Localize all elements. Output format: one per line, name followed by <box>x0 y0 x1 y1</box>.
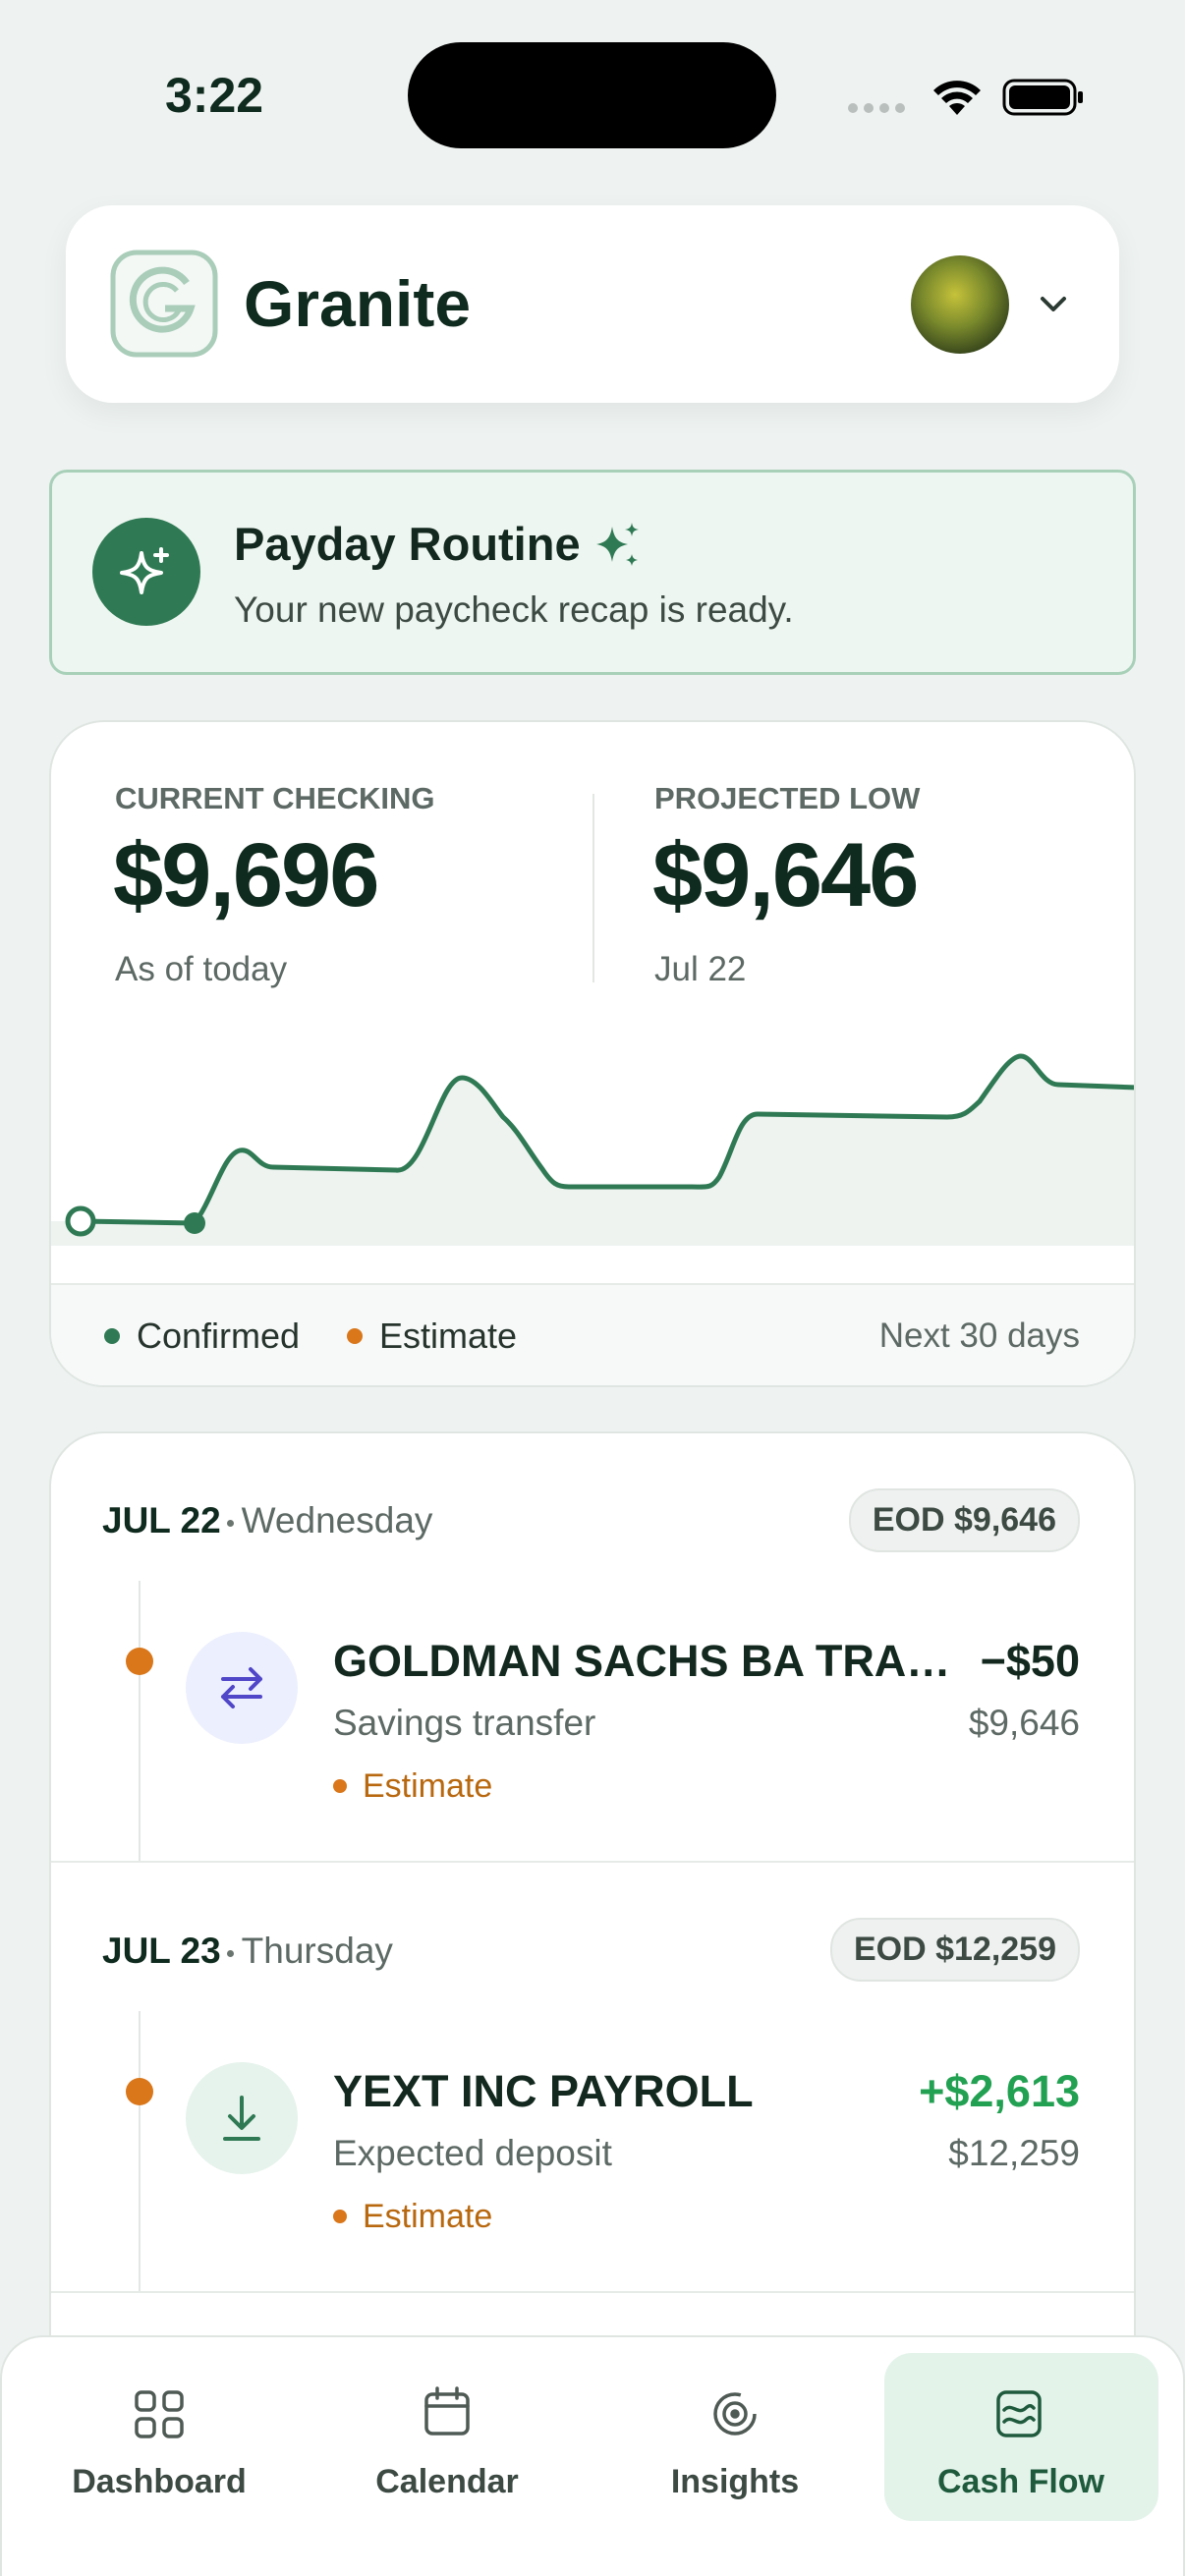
status-icons <box>848 79 1083 116</box>
legend-dot-confirmed <box>104 1328 120 1344</box>
transaction-balance: $9,646 <box>968 1703 1080 1743</box>
balance-note: As of today <box>115 950 288 988</box>
balance-sparkline <box>51 1053 1134 1246</box>
tab-label[interactable]: Calendar <box>375 2463 519 2500</box>
legend-range: Next 30 days <box>878 1316 1080 1355</box>
legend-bar <box>51 1283 1134 1385</box>
transaction-name[interactable]: GOLDMAN SACHS BA TRA… <box>333 1636 951 1686</box>
banner-subtitle: Your new paycheck recap is ready. <box>234 589 794 630</box>
timeline <box>139 1581 141 1862</box>
day-header: JUL 23 Thursday <box>102 1932 393 1969</box>
eod-pill: EOD $9,646 <box>848 1488 1080 1552</box>
day-weekday: Thursday <box>241 1931 393 1971</box>
transaction-subtitle: Expected deposit <box>333 2133 612 2173</box>
eod-pill: EOD $12,259 <box>829 1918 1080 1982</box>
row-divider <box>51 1861 1134 1863</box>
status-time: 3:22 <box>165 68 264 123</box>
balance-amount: $9,646 <box>652 825 919 925</box>
tab-label[interactable]: Dashboard <box>72 2463 247 2500</box>
tab-icons <box>135 2386 1042 2438</box>
brand-name: Granite <box>244 267 472 340</box>
day-header: JUL 22 Wednesday <box>102 1502 432 1539</box>
transfer-icon <box>186 1632 298 1744</box>
balance-label: PROJECTED LOW <box>654 781 921 815</box>
logo <box>110 250 218 358</box>
transaction-amount: −$50 <box>980 1636 1080 1686</box>
transaction-status: Estimate <box>363 1767 493 1805</box>
day-date: JUL 22 <box>102 1500 221 1540</box>
balance-amount: $9,696 <box>113 825 379 925</box>
legend-item: Confirmed <box>137 1316 301 1356</box>
timeline-dot <box>126 1648 153 1675</box>
banner-title: Payday Routine <box>234 518 581 570</box>
day-date: JUL 23 <box>102 1931 221 1971</box>
timeline <box>139 2011 141 2292</box>
transaction-name[interactable]: YEXT INC PAYROLL <box>333 2066 754 2116</box>
separator-dot <box>226 1519 234 1527</box>
day-weekday: Wednesday <box>241 1500 433 1540</box>
balance-note: Jul 22 <box>654 950 747 988</box>
payday-banner[interactable] <box>49 470 1136 675</box>
sparkle-icon <box>596 523 639 566</box>
transaction-subtitle: Savings transfer <box>333 1703 596 1743</box>
account-switcher[interactable] <box>909 253 1086 356</box>
timeline-dot <box>126 2078 153 2105</box>
transaction-balance: $12,259 <box>948 2133 1080 2173</box>
divider <box>592 794 594 982</box>
status-dot <box>333 1779 347 1793</box>
separator-dot <box>226 1949 234 1957</box>
transaction-amount: +$2,613 <box>919 2066 1080 2116</box>
dynamic-island <box>408 42 776 148</box>
deposit-icon <box>186 2062 298 2174</box>
balance-label: CURRENT CHECKING <box>115 781 435 815</box>
banner-icon <box>92 518 200 626</box>
status-dot <box>333 2210 347 2223</box>
row-divider <box>51 2291 1134 2293</box>
legend-item: Estimate <box>379 1316 518 1356</box>
legend-dot-estimate <box>347 1328 363 1344</box>
tab-label[interactable]: Insights <box>670 2463 800 2500</box>
tab-label-active[interactable]: Cash Flow <box>936 2463 1105 2500</box>
transaction-status: Estimate <box>363 2198 493 2235</box>
